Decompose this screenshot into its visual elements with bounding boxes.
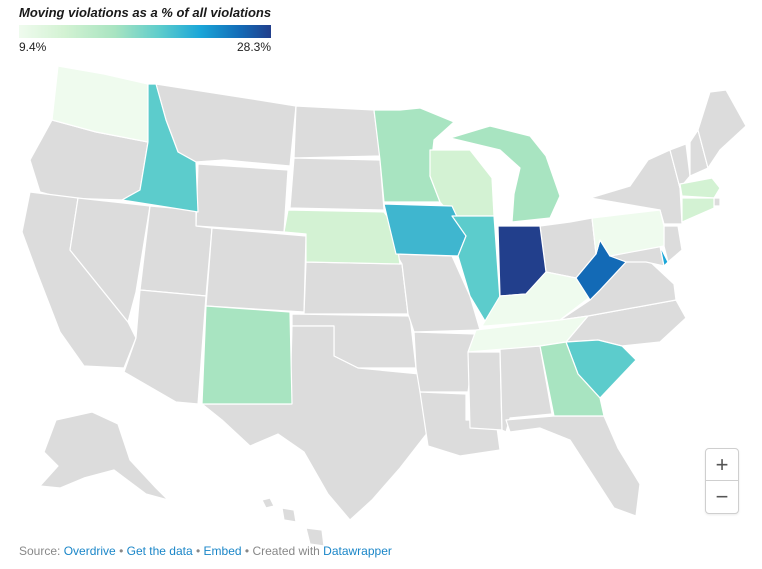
source-prefix: Source: xyxy=(19,544,64,558)
source-link[interactable]: Overdrive xyxy=(63,544,116,558)
get-data-link[interactable]: Get the data xyxy=(126,544,193,558)
state-ME[interactable] xyxy=(697,89,747,169)
state-SD[interactable] xyxy=(289,157,385,211)
state-CT[interactable] xyxy=(681,197,715,223)
state-GA[interactable] xyxy=(539,341,605,417)
state-IL[interactable] xyxy=(451,215,501,327)
footer: Source: Overdrive • Get the data • Embed… xyxy=(19,544,392,558)
created-with-text: Created with xyxy=(252,544,324,558)
datawrapper-link[interactable]: Datawrapper xyxy=(323,544,392,558)
state-ND[interactable] xyxy=(293,105,381,159)
state-FL[interactable] xyxy=(505,415,641,517)
zoom-control: + − xyxy=(705,448,739,514)
separator: • xyxy=(196,544,201,558)
state-DE[interactable] xyxy=(659,245,669,267)
state-MA[interactable] xyxy=(679,177,721,199)
color-legend: Moving violations as a % of all violatio… xyxy=(19,5,271,54)
legend-min-label: 9.4% xyxy=(19,40,47,54)
legend-max-label: 28.3% xyxy=(236,40,271,54)
state-NM[interactable] xyxy=(201,305,293,405)
state-IA[interactable] xyxy=(383,203,467,257)
separator: • xyxy=(244,544,250,558)
legend-gradient-bar xyxy=(19,25,271,38)
state-TX[interactable] xyxy=(201,325,429,521)
state-WY[interactable] xyxy=(195,163,289,233)
state-AR[interactable] xyxy=(413,331,477,393)
state-HI[interactable] xyxy=(261,497,325,547)
state-CO[interactable] xyxy=(205,227,307,313)
legend-title: Moving violations as a % of all violatio… xyxy=(19,5,272,20)
state-NJ[interactable] xyxy=(663,225,683,263)
zoom-out-button[interactable]: − xyxy=(706,480,738,512)
separator: • xyxy=(119,544,124,558)
state-ID[interactable] xyxy=(121,83,199,213)
state-MI[interactable] xyxy=(449,125,561,223)
state-RI[interactable] xyxy=(713,197,721,207)
state-MO[interactable] xyxy=(395,253,481,333)
state-NV[interactable] xyxy=(69,197,151,323)
state-AK[interactable] xyxy=(39,411,169,501)
embed-link[interactable]: Embed xyxy=(203,544,242,558)
state-LA[interactable] xyxy=(419,391,501,457)
state-PA[interactable] xyxy=(591,209,665,257)
zoom-in-button[interactable]: + xyxy=(715,451,729,477)
state-NE[interactable] xyxy=(283,209,401,265)
state-AZ[interactable] xyxy=(123,289,207,405)
state-KS[interactable] xyxy=(303,261,409,315)
state-MS[interactable] xyxy=(467,351,503,431)
legend-ticks: 9.4% 28.3% xyxy=(19,40,271,54)
